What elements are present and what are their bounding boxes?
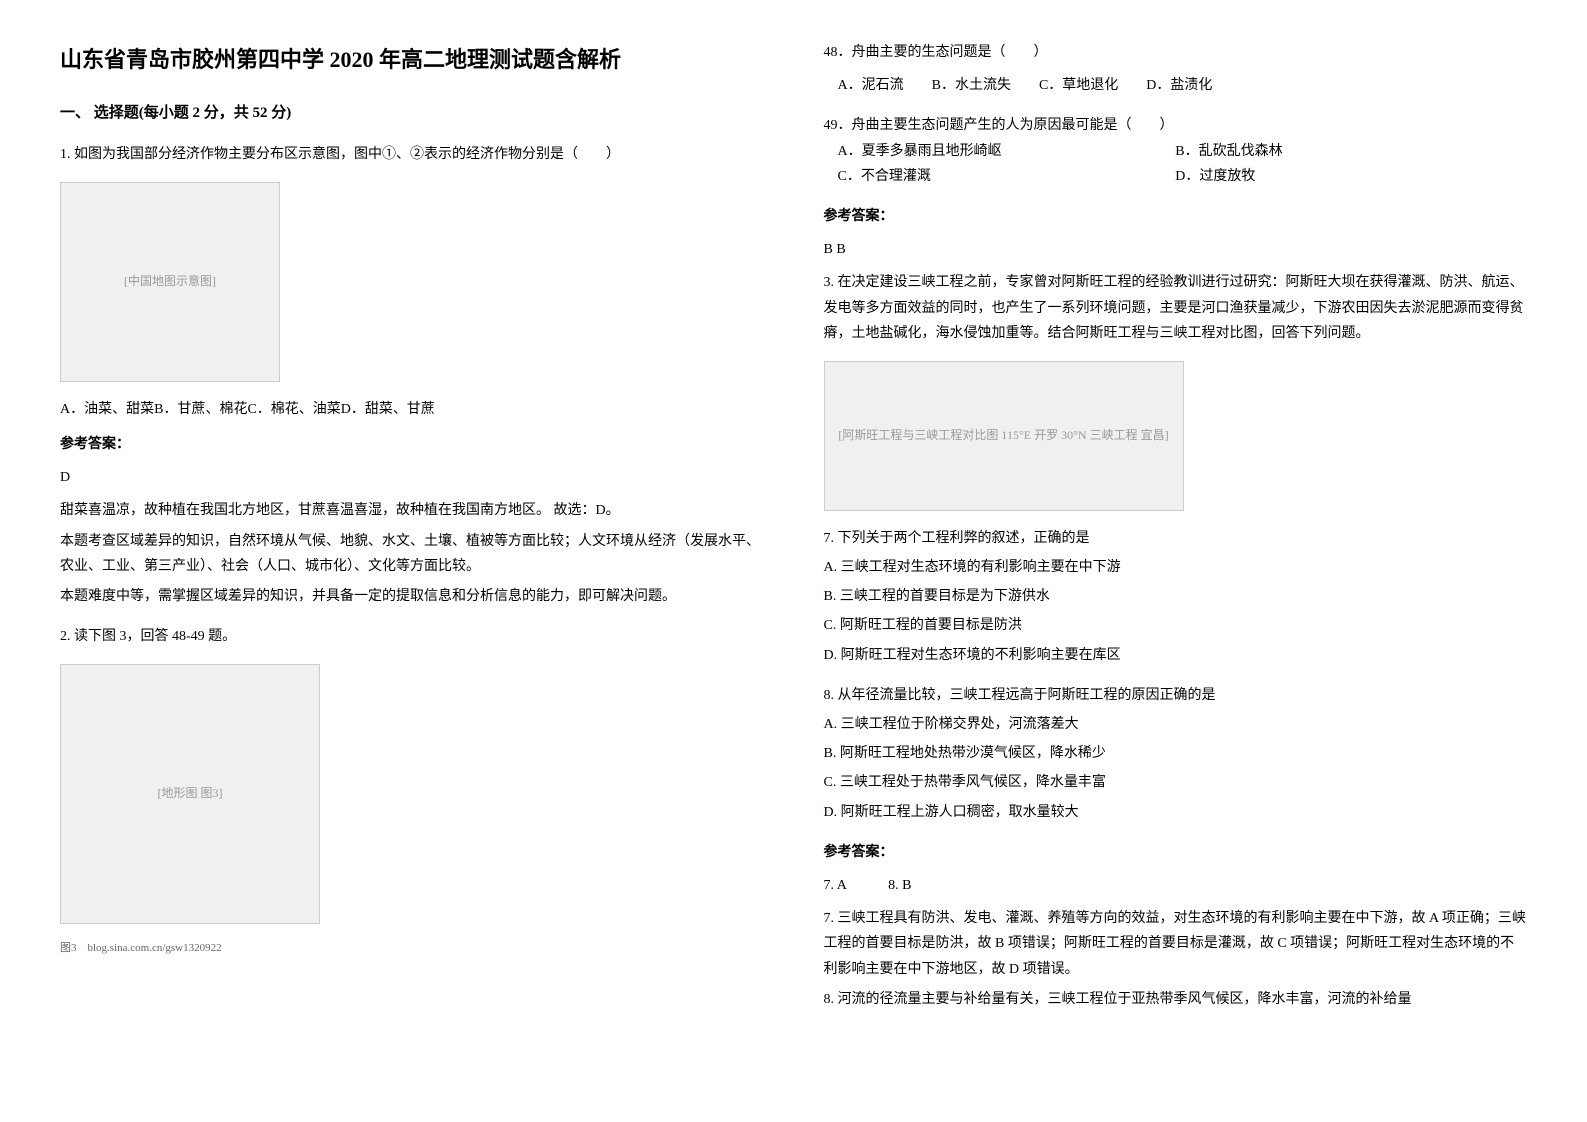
question-2: 2. 读下图 3，回答 48-49 题。 [地形图 图3] 图3 blog.si… (60, 624, 764, 959)
answer-text: 7. A 8. B (824, 873, 1528, 898)
option-a: A. 三峡工程对生态环境的有利影响主要在中下游 (824, 555, 1528, 580)
question-options: A．油菜、甜菜B．甘蔗、棉花C．棉花、油菜D．甜菜、甘蔗 (60, 397, 764, 422)
question-text: 8. 从年径流量比较，三峡工程远高于阿斯旺工程的原因正确的是 (824, 683, 1528, 708)
option-c: C．不合理灌溉 (824, 164, 1176, 189)
question-7: 7. 下列关于两个工程利弊的叙述，正确的是 A. 三峡工程对生态环境的有利影响主… (824, 526, 1528, 668)
option-b: B. 阿斯旺工程地处热带沙漠气候区，降水稀少 (824, 741, 1528, 766)
option-c: C. 三峡工程处于热带季风气候区，降水量丰富 (824, 770, 1528, 795)
explanation-text: 甜菜喜温凉，故种植在我国北方地区，甘蔗喜温喜湿，故种植在我国南方地区。 故选：D… (60, 498, 764, 523)
image-label: [地形图 图3] (158, 783, 223, 805)
comparison-map-figure: [阿斯旺工程与三峡工程对比图 115°E 开罗 30°N 三峡工程 宜昌] (824, 361, 1184, 511)
document-title: 山东省青岛市胶州第四中学 2020 年高二地理测试题含解析 (60, 40, 764, 80)
option-d: D. 阿斯旺工程对生态环境的不利影响主要在库区 (824, 643, 1528, 668)
left-column: 山东省青岛市胶州第四中学 2020 年高二地理测试题含解析 一、 选择题(每小题… (60, 40, 764, 1017)
answer-text: B B (824, 237, 1528, 262)
question-8: 8. 从年径流量比较，三峡工程远高于阿斯旺工程的原因正确的是 A. 三峡工程位于… (824, 683, 1528, 825)
answer-label: 参考答案： (60, 432, 764, 457)
option-d: D．过度放牧 (1175, 164, 1527, 189)
question-text: 3. 在决定建设三峡工程之前，专家曾对阿斯旺工程的经验教训进行过研究：阿斯旺大坝… (824, 270, 1528, 346)
right-column: 48．舟曲主要的生态问题是（ ） A．泥石流 B．水土流失 C．草地退化 D．盐… (824, 40, 1528, 1017)
option-a: A. 三峡工程位于阶梯交界处，河流落差大 (824, 712, 1528, 737)
figure-caption: 图3 blog.sina.com.cn/gsw1320922 (60, 939, 764, 959)
question-text: 2. 读下图 3，回答 48-49 题。 (60, 624, 764, 649)
answer-text: D (60, 465, 764, 490)
option-d: D. 阿斯旺工程上游人口稠密，取水量较大 (824, 800, 1528, 825)
terrain-map-figure: [地形图 图3] (60, 664, 320, 924)
answer-label: 参考答案： (824, 840, 1528, 865)
question-48: 48．舟曲主要的生态问题是（ ） A．泥石流 B．水土流失 C．草地退化 D．盐… (824, 40, 1528, 98)
option-b: B．乱砍乱伐森林 (1175, 139, 1527, 164)
explanation-text: 本题难度中等，需掌握区域差异的知识，并具备一定的提取信息和分析信息的能力，即可解… (60, 584, 764, 609)
option-a: A．夏季多暴雨且地形崎岖 (824, 139, 1176, 164)
option-c: C. 阿斯旺工程的首要目标是防洪 (824, 613, 1528, 638)
explanation-text: 8. 河流的径流量主要与补给量有关，三峡工程位于亚热带季风气候区，降水丰富，河流… (824, 987, 1528, 1012)
option-b: B. 三峡工程的首要目标是为下游供水 (824, 584, 1528, 609)
question-options: A．泥石流 B．水土流失 C．草地退化 D．盐渍化 (824, 73, 1528, 98)
explanation-text: 本题考查区域差异的知识，自然环境从气候、地貌、水文、土壤、植被等方面比较；人文环… (60, 529, 764, 579)
question-text: 7. 下列关于两个工程利弊的叙述，正确的是 (824, 526, 1528, 551)
question-text: 48．舟曲主要的生态问题是（ ） (824, 40, 1528, 65)
image-label: [中国地图示意图] (124, 271, 216, 293)
question-3: 3. 在决定建设三峡工程之前，专家曾对阿斯旺工程的经验教训进行过研究：阿斯旺大坝… (824, 270, 1528, 511)
section-header: 一、 选择题(每小题 2 分，共 52 分) (60, 100, 764, 127)
answer-label: 参考答案： (824, 204, 1528, 229)
china-map-figure: [中国地图示意图] (60, 182, 280, 382)
page-container: 山东省青岛市胶州第四中学 2020 年高二地理测试题含解析 一、 选择题(每小题… (60, 40, 1527, 1017)
question-49: 49．舟曲主要生态问题产生的人为原因最可能是（ ） A．夏季多暴雨且地形崎岖 B… (824, 113, 1528, 189)
question-text: 1. 如图为我国部分经济作物主要分布区示意图，图中①、②表示的经济作物分别是（ … (60, 142, 764, 167)
image-label: [阿斯旺工程与三峡工程对比图 115°E 开罗 30°N 三峡工程 宜昌] (838, 425, 1168, 447)
question-text: 49．舟曲主要生态问题产生的人为原因最可能是（ ） (824, 113, 1528, 138)
explanation-text: 7. 三峡工程具有防洪、发电、灌溉、养殖等方向的效益，对生态环境的有利影响主要在… (824, 906, 1528, 982)
question-1: 1. 如图为我国部分经济作物主要分布区示意图，图中①、②表示的经济作物分别是（ … (60, 142, 764, 610)
